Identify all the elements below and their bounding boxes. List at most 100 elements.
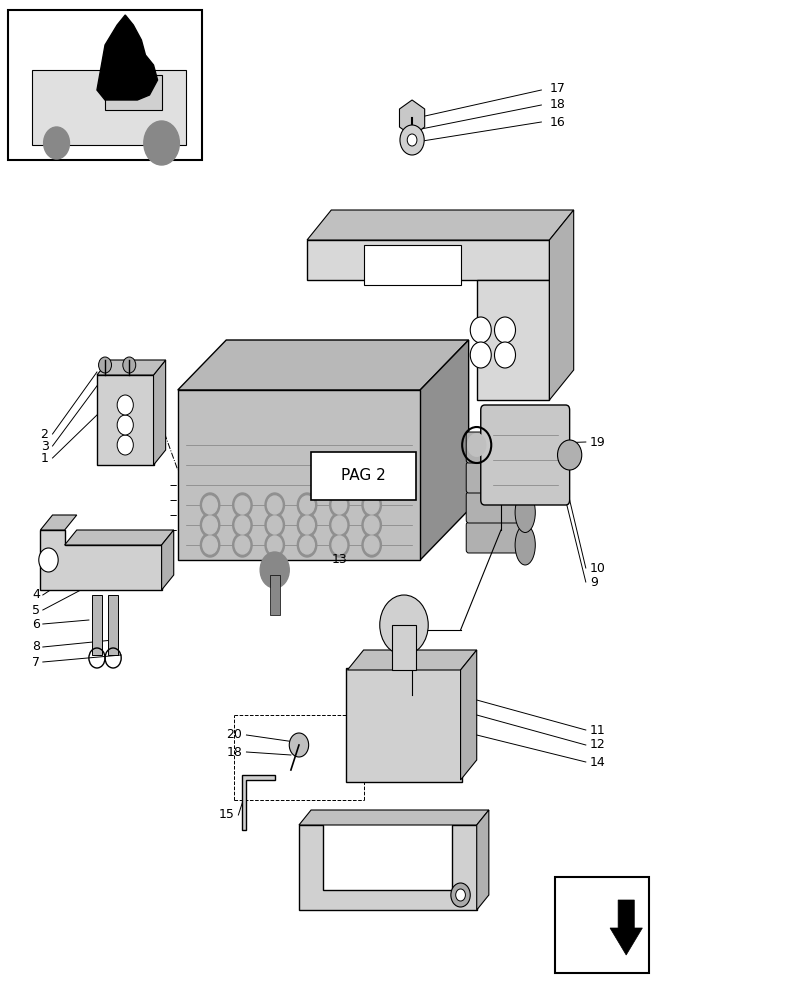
Circle shape bbox=[99, 357, 112, 373]
Circle shape bbox=[364, 496, 379, 514]
Polygon shape bbox=[162, 530, 174, 590]
Text: 7: 7 bbox=[32, 656, 40, 668]
Circle shape bbox=[267, 496, 282, 514]
Text: 15: 15 bbox=[218, 808, 234, 822]
FancyBboxPatch shape bbox=[466, 462, 528, 493]
Polygon shape bbox=[40, 530, 162, 590]
Text: 20: 20 bbox=[226, 728, 242, 742]
Circle shape bbox=[330, 493, 349, 517]
FancyBboxPatch shape bbox=[466, 522, 528, 553]
Circle shape bbox=[400, 125, 424, 155]
Text: 14: 14 bbox=[590, 756, 605, 768]
Polygon shape bbox=[399, 100, 425, 136]
Text: 11: 11 bbox=[590, 724, 605, 736]
Ellipse shape bbox=[516, 460, 536, 500]
Circle shape bbox=[330, 533, 349, 557]
Circle shape bbox=[203, 496, 217, 514]
Circle shape bbox=[203, 516, 217, 534]
Circle shape bbox=[44, 127, 69, 159]
Text: 13: 13 bbox=[331, 553, 347, 566]
Text: 8: 8 bbox=[32, 641, 40, 654]
Polygon shape bbox=[299, 810, 489, 825]
Circle shape bbox=[332, 496, 347, 514]
Circle shape bbox=[267, 536, 282, 554]
Polygon shape bbox=[97, 360, 166, 375]
Polygon shape bbox=[154, 360, 166, 465]
Circle shape bbox=[117, 395, 133, 415]
Polygon shape bbox=[65, 530, 174, 545]
Text: 5: 5 bbox=[32, 603, 40, 616]
FancyBboxPatch shape bbox=[178, 390, 420, 560]
Circle shape bbox=[265, 533, 284, 557]
Circle shape bbox=[364, 516, 379, 534]
Circle shape bbox=[267, 516, 282, 534]
FancyBboxPatch shape bbox=[364, 245, 461, 285]
Text: PAG 2: PAG 2 bbox=[341, 468, 386, 484]
Polygon shape bbox=[610, 900, 642, 955]
Circle shape bbox=[330, 513, 349, 537]
Ellipse shape bbox=[516, 525, 536, 565]
FancyBboxPatch shape bbox=[466, 492, 528, 523]
Circle shape bbox=[123, 357, 136, 373]
Polygon shape bbox=[347, 650, 477, 670]
Circle shape bbox=[203, 536, 217, 554]
Text: 2: 2 bbox=[40, 428, 48, 440]
Polygon shape bbox=[178, 340, 469, 390]
Circle shape bbox=[200, 493, 220, 517]
FancyBboxPatch shape bbox=[481, 405, 570, 505]
Circle shape bbox=[144, 121, 179, 165]
Polygon shape bbox=[40, 515, 77, 530]
Text: 12: 12 bbox=[590, 738, 605, 752]
Polygon shape bbox=[461, 650, 477, 780]
Polygon shape bbox=[97, 15, 158, 100]
Circle shape bbox=[289, 733, 309, 757]
FancyBboxPatch shape bbox=[92, 595, 102, 655]
Circle shape bbox=[235, 516, 250, 534]
Circle shape bbox=[362, 493, 381, 517]
Circle shape bbox=[265, 513, 284, 537]
Circle shape bbox=[362, 513, 381, 537]
Polygon shape bbox=[307, 210, 574, 240]
Text: 18: 18 bbox=[226, 746, 242, 758]
Polygon shape bbox=[105, 75, 162, 110]
Text: 6: 6 bbox=[32, 617, 40, 631]
Polygon shape bbox=[477, 280, 549, 400]
Text: 17: 17 bbox=[549, 82, 566, 95]
Circle shape bbox=[380, 595, 428, 655]
Circle shape bbox=[494, 317, 516, 343]
Circle shape bbox=[456, 889, 465, 901]
FancyBboxPatch shape bbox=[8, 10, 202, 160]
Circle shape bbox=[117, 415, 133, 435]
Circle shape bbox=[233, 493, 252, 517]
Circle shape bbox=[364, 536, 379, 554]
Circle shape bbox=[332, 516, 347, 534]
Circle shape bbox=[200, 533, 220, 557]
Circle shape bbox=[297, 533, 317, 557]
Circle shape bbox=[297, 513, 317, 537]
Circle shape bbox=[235, 496, 250, 514]
Circle shape bbox=[200, 513, 220, 537]
FancyBboxPatch shape bbox=[346, 668, 462, 782]
Text: 19: 19 bbox=[590, 436, 605, 448]
Polygon shape bbox=[307, 240, 549, 280]
Circle shape bbox=[300, 516, 314, 534]
Text: 1: 1 bbox=[40, 452, 48, 464]
Circle shape bbox=[467, 433, 486, 457]
Polygon shape bbox=[242, 775, 275, 830]
Circle shape bbox=[407, 134, 417, 146]
Circle shape bbox=[233, 533, 252, 557]
Circle shape bbox=[265, 493, 284, 517]
Circle shape bbox=[117, 435, 133, 455]
Circle shape bbox=[332, 536, 347, 554]
FancyBboxPatch shape bbox=[466, 432, 528, 463]
Text: 4: 4 bbox=[32, 588, 40, 601]
Circle shape bbox=[494, 342, 516, 368]
Circle shape bbox=[233, 513, 252, 537]
Polygon shape bbox=[477, 810, 489, 910]
Circle shape bbox=[451, 883, 470, 907]
Circle shape bbox=[362, 533, 381, 557]
Circle shape bbox=[260, 552, 289, 588]
Circle shape bbox=[470, 317, 491, 343]
Polygon shape bbox=[299, 825, 477, 910]
FancyBboxPatch shape bbox=[555, 877, 649, 973]
